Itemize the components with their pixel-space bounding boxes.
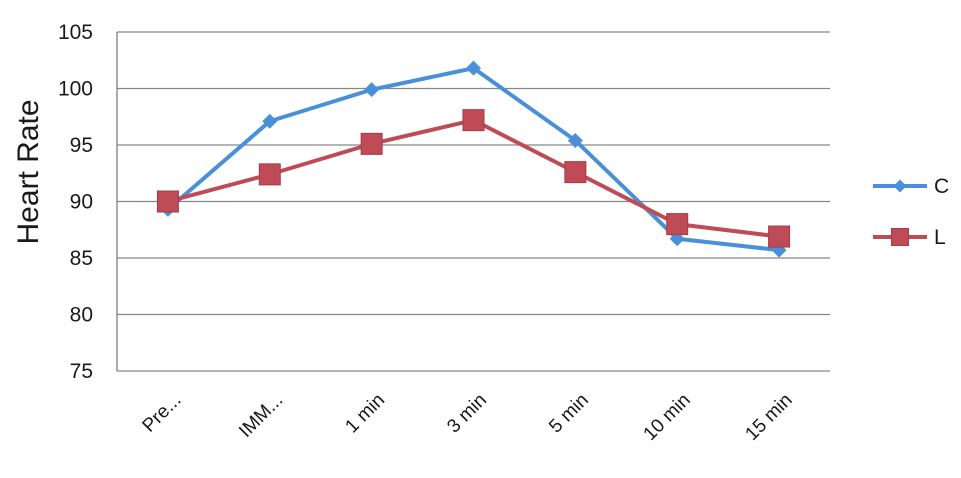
data-point-C: [262, 113, 278, 129]
legend-marker-L: [891, 228, 909, 246]
y-axis-label: Heart Rate: [12, 99, 45, 244]
x-tick-label: 15 min: [741, 390, 796, 445]
x-tick-label: Pre...: [139, 390, 186, 437]
y-tick-label: 80: [70, 304, 93, 327]
series-C: [160, 60, 787, 258]
x-tick-label: 3 min: [443, 390, 491, 438]
x-tick-label: 1 min: [341, 390, 389, 438]
data-point-L: [768, 225, 791, 248]
y-axis-ticks: 75 80 85 90 95 100 105: [58, 21, 93, 383]
data-point-L: [666, 213, 689, 236]
data-point-L: [156, 190, 179, 213]
data-point-L: [258, 163, 281, 186]
data-point-L: [360, 132, 383, 155]
legend: CL: [873, 175, 949, 249]
data-point-L: [564, 161, 587, 184]
y-tick-label: 95: [70, 134, 93, 157]
x-tick-label: 5 min: [545, 390, 593, 438]
legend-label-L: L: [934, 226, 946, 249]
data-point-C: [364, 82, 380, 98]
data-point-C: [466, 60, 481, 76]
gridlines: [116, 31, 830, 372]
x-axis-ticks: Pre... IMM... 1 min 3 min 5 min 10 min 15 min: [139, 390, 797, 445]
x-tick-label: IMM...: [235, 390, 287, 442]
y-tick-label: 90: [70, 191, 93, 214]
legend-marker-C: [893, 179, 907, 193]
y-tick-label: 105: [58, 21, 93, 44]
legend-label-C: C: [934, 175, 949, 198]
data-point-L: [462, 109, 485, 132]
y-tick-label: 75: [70, 360, 93, 383]
x-tick-label: 10 min: [640, 390, 695, 445]
y-tick-label: 85: [70, 247, 93, 270]
y-tick-label: 100: [58, 78, 93, 101]
series-layer: [156, 60, 791, 258]
series-L: [156, 109, 791, 248]
data-point-C: [567, 132, 583, 148]
